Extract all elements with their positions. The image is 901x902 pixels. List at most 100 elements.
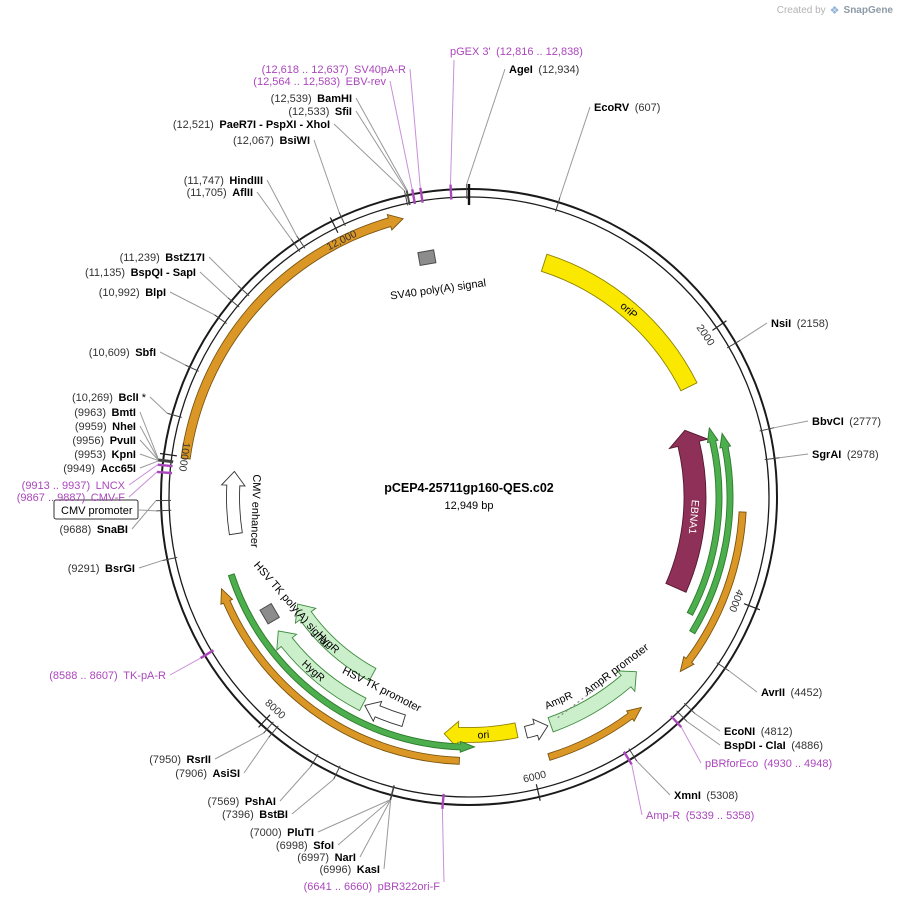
- site-label-nsii[interactable]: NsiI (2158): [771, 318, 828, 330]
- leader-lncx: [128, 464, 158, 486]
- sv40-polya-label[interactable]: SV40 poly(A) signal: [389, 277, 486, 302]
- site-label-bamhi[interactable]: (12,539) BamHI: [271, 93, 352, 105]
- leader-agei: [466, 68, 506, 185]
- ring-group: [160, 184, 778, 806]
- ruler-tick-12000: [329, 217, 339, 233]
- site-label-kpni[interactable]: (9953) KpnI: [74, 449, 136, 461]
- watermark-created-by: Created by: [776, 5, 826, 16]
- site-label-sgrai[interactable]: SgrAI (2978): [812, 449, 879, 461]
- site-tick-bamhi: [406, 190, 411, 205]
- site-label-rsrii[interactable]: (7950) RsrII: [149, 754, 211, 766]
- site-label-bsiwi[interactable]: (12,067) BsiWI: [233, 135, 310, 147]
- primer-label-cmv-f[interactable]: (9867 .. 9887) CMV-F: [17, 492, 126, 504]
- leader-tk-pa-r: [169, 657, 201, 676]
- feature-gp160-cds[interactable]: [180, 213, 404, 460]
- site-label-econi[interactable]: EcoNI (4812): [724, 726, 792, 738]
- site-tick-pshai: [310, 753, 319, 768]
- leader-aflii: [256, 191, 292, 240]
- feature-label-ori[interactable]: ori: [477, 729, 489, 742]
- ruler-tick-4000: [743, 603, 761, 611]
- site-tick-pluti: [389, 785, 395, 801]
- feature-label-ebna1[interactable]: EBNA1: [686, 499, 701, 535]
- primer-label-pgex-3[interactable]: pGEX 3' (12,816 .. 12,838): [450, 46, 583, 58]
- feature-hygr-outer[interactable]: [276, 630, 367, 712]
- site-label-hindiii[interactable]: (11,747) HindIII: [184, 175, 263, 187]
- site-label-nhei[interactable]: (9959) NheI: [75, 421, 136, 433]
- sv40-polya-signal-box[interactable]: [417, 249, 437, 267]
- site-label-kasi[interactable]: (6996) KasI: [319, 864, 380, 876]
- leader-hindiii: [266, 179, 298, 236]
- site-label-nari[interactable]: (6997) NarI: [297, 852, 356, 864]
- primer-label-amp-r[interactable]: Amp-R (5339 .. 5358): [646, 810, 754, 822]
- primer-label-tk-pa-r[interactable]: (8588 .. 8607) TK-pA-R: [49, 670, 166, 682]
- leader-pbr322ori-f: [441, 808, 445, 883]
- leader-amp-r: [631, 764, 643, 816]
- feature-ampr[interactable]: [547, 670, 637, 733]
- site-label-bcli[interactable]: (10,269) BclI *: [72, 392, 147, 404]
- site-label-aflii[interactable]: (11,705) AflII: [187, 187, 253, 199]
- features-group: [180, 213, 747, 765]
- site-tick-nsii: [726, 340, 741, 349]
- site-label-paer7i-pspxi-xhoi[interactable]: (12,521) PaeR7I - PspXI - XhoI: [173, 119, 330, 131]
- feature-orf-green-right-1[interactable]: [686, 426, 723, 616]
- site-label-bmti[interactable]: (9963) BmtI: [74, 407, 136, 419]
- feature-ori[interactable]: [443, 720, 519, 750]
- site-label-blpi[interactable]: (10,992) BlpI: [99, 287, 166, 299]
- site-label-bsrgi[interactable]: (9291) BsrGI: [68, 563, 135, 575]
- feature-boxes-group: [259, 249, 437, 625]
- feature-orf-orange-bottom-left[interactable]: [220, 587, 460, 765]
- site-tick-rsrii: [263, 721, 274, 734]
- site-tick-bbvci: [759, 427, 775, 432]
- hsv-tk-polya-signal-box[interactable]: [259, 602, 281, 625]
- feature-hygr-inner[interactable]: [294, 603, 377, 682]
- site-tick-ecorv: [555, 197, 561, 212]
- plasmid-name: pCEP4-25711gp160-QES.c02: [384, 481, 554, 495]
- site-label-bspdi-clai[interactable]: BspDI - ClaI (4886): [724, 740, 823, 752]
- leader-kasi: [383, 799, 392, 870]
- site-label-sbfi[interactable]: (10,609) SbfI: [89, 347, 156, 359]
- site-label-sfoi[interactable]: (6998) SfoI: [276, 840, 334, 852]
- site-label-ecorv[interactable]: EcoRV (607): [594, 102, 660, 114]
- site-label-avrii[interactable]: AvrII (4452): [761, 687, 822, 699]
- site-labels-group: pGEX 3' (12,816 .. 12,838) AgeI (12,934) E…: [17, 46, 881, 893]
- cmv-enhancer-label[interactable]: CMV enhancer: [248, 474, 263, 548]
- primer-label-pbrforeco[interactable]: pBRforEco (4930 .. 4948): [705, 758, 832, 770]
- site-tick-econi: [683, 702, 696, 714]
- site-label-agei[interactable]: AgeI (12,934): [509, 64, 579, 76]
- primer-label-lncx[interactable]: (9913 .. 9937) LNCX: [22, 480, 126, 492]
- site-label-pvuii[interactable]: (9956) PvuII: [72, 435, 136, 447]
- site-tick-sbfi: [184, 364, 200, 372]
- leader-paer7i-pspxi-xhoi: [333, 123, 405, 192]
- site-label-asisi[interactable]: (7906) AsiSI: [175, 768, 240, 780]
- site-label-sfii[interactable]: (12,533) SfiI: [288, 106, 352, 118]
- site-label-bstbi[interactable]: (7396) BstBI: [222, 809, 288, 821]
- primer-label-ebv-rev[interactable]: (12,564 .. 12,583) EBV-rev: [253, 76, 386, 88]
- leader-cmv-f: [128, 471, 158, 498]
- site-label-pluti[interactable]: (7000) PluTI: [250, 827, 314, 839]
- feature-cmv-enhancer-arrow[interactable]: [220, 470, 246, 536]
- site-tick-bstbi: [333, 765, 341, 780]
- leader-bstz17i: [208, 256, 239, 287]
- feature-orf-orange-right[interactable]: [679, 511, 747, 673]
- site-label-bbvci[interactable]: BbvCI (2777): [812, 416, 881, 428]
- site-label-xmni[interactable]: XmnI (5308): [674, 790, 738, 802]
- dotted-leader-0: [555, 679, 608, 720]
- site-label-bspqi-sapi[interactable]: (11,135) BspQI - SapI: [85, 267, 196, 279]
- site-label-snabi[interactable]: (9688) SnaBI: [60, 524, 128, 536]
- feature-hsv-tk-promoter-arrow[interactable]: [364, 700, 406, 727]
- feature-orf-green-bottom-left[interactable]: [227, 573, 476, 753]
- primer-label-pbr322ori-f[interactable]: (6641 .. 6660) pBR322ori-F: [304, 881, 441, 893]
- feature-orf-orange-bottom-right[interactable]: [547, 706, 643, 761]
- ruler-tick-10000: [159, 452, 177, 457]
- site-label-cmv-promoter[interactable]: CMV promoter: [61, 505, 133, 517]
- site-label-pshai[interactable]: (7569) PshAI: [208, 796, 276, 808]
- feature-ampr-promoter-arrow[interactable]: [523, 718, 549, 741]
- site-tick-cmv-promoter: [156, 509, 172, 512]
- site-label-acc65i[interactable]: (9949) Acc65I: [63, 463, 136, 475]
- leader-bspqi-sapi: [199, 271, 229, 298]
- primer-label-sv40pa-r[interactable]: (12,618 .. 12,637) SV40pA-R: [262, 64, 406, 76]
- feature-orip[interactable]: [540, 253, 698, 392]
- site-label-bstz17i[interactable]: (11,239) BstZ17I: [120, 252, 205, 264]
- feature-orf-green-right-2[interactable]: [689, 432, 734, 635]
- feature-ebna1[interactable]: [665, 429, 710, 593]
